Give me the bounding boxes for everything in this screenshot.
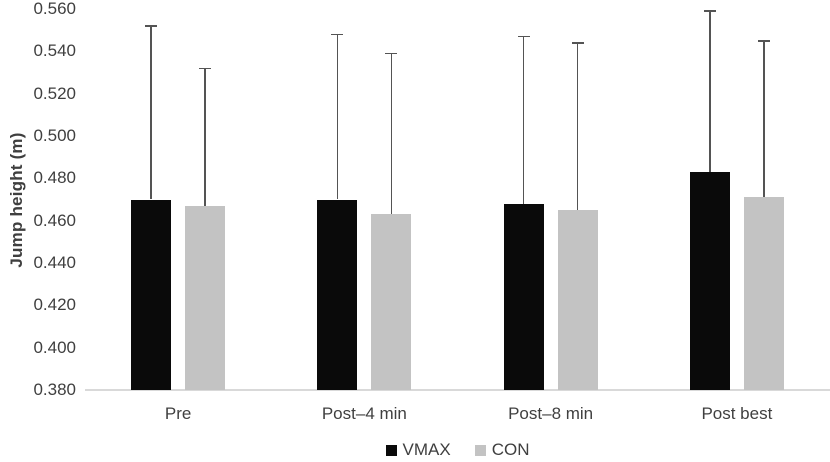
legend-label-vmax: VMAX	[402, 440, 451, 459]
error-bar-cap	[145, 25, 158, 27]
y-tick-label: 0.460	[33, 210, 76, 230]
error-bar-line	[576, 42, 579, 211]
error-bar-line	[204, 68, 206, 206]
x-axis-label: Post–4 min	[321, 404, 407, 423]
legend-item-vmax: VMAX	[385, 440, 451, 460]
x-axis-label: Pre	[164, 404, 192, 423]
error-bar-line	[336, 34, 339, 200]
bar-vmax-3	[503, 203, 544, 390]
legend-item-con: CON	[474, 440, 530, 460]
error-bar-cap	[517, 35, 530, 38]
y-tick-label: 0.440	[33, 253, 76, 272]
error-bar-cap	[571, 42, 584, 44]
x-axis-line	[85, 389, 830, 391]
y-tick-label: 0.380	[33, 380, 76, 399]
legend-swatch-con	[474, 444, 486, 456]
y-tick-label: 0.480	[33, 168, 76, 188]
error-bar-cap	[385, 52, 398, 55]
error-bar-line	[150, 25, 152, 200]
bar-con-2	[371, 214, 412, 390]
y-tick-label: 0.400	[33, 337, 76, 357]
x-axis-label: Post–8 min	[508, 404, 594, 423]
bar-con-4	[743, 197, 784, 390]
bar-vmax-4	[689, 171, 730, 390]
y-tick-label: 0.520	[33, 83, 76, 103]
bar-con-3	[557, 210, 598, 390]
y-tick-label: 0.540	[33, 41, 76, 61]
bar-con-1	[185, 205, 226, 390]
error-bar-cap	[757, 40, 770, 42]
error-bar-cap	[331, 33, 344, 36]
bar-vmax-2	[317, 199, 358, 390]
error-bar-line	[390, 53, 393, 215]
error-bar-cap	[199, 67, 212, 70]
error-bar-cap	[703, 10, 716, 12]
legend-label-con: CON	[491, 440, 530, 459]
error-bar-line	[522, 36, 525, 204]
y-tick-label: 0.420	[33, 295, 76, 315]
bar-vmax-1	[131, 199, 172, 390]
x-axis-label: Post best	[701, 404, 773, 423]
y-tick-label: 0.560	[33, 0, 76, 18]
error-bar-line	[763, 40, 765, 198]
y-tick-label: 0.500	[33, 126, 76, 145]
legend-swatch-vmax	[385, 444, 397, 456]
error-bar-line	[709, 11, 711, 172]
y-axis-title: Jump height (m)	[7, 132, 26, 268]
legend: VMAX CON	[85, 440, 830, 460]
